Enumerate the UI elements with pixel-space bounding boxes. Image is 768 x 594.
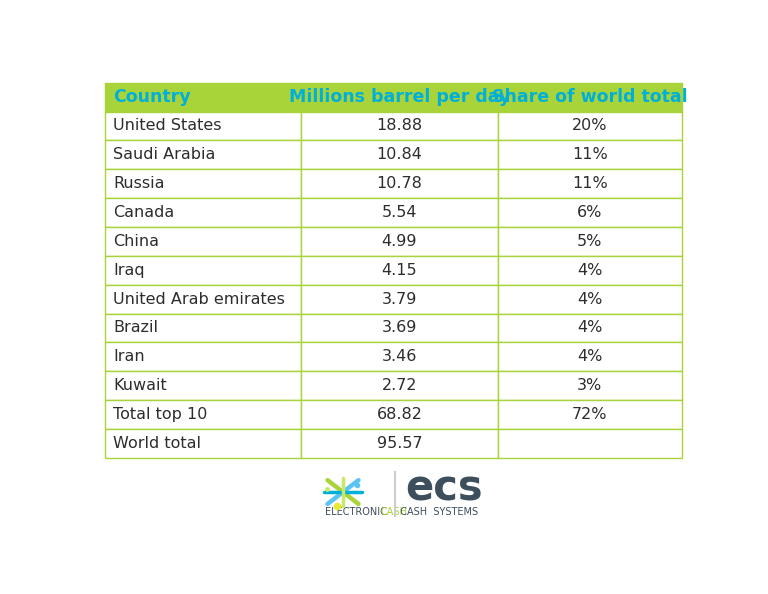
Bar (105, 198, 301, 227)
Bar (498, 314, 682, 342)
Text: 11%: 11% (572, 176, 607, 191)
Bar (498, 112, 682, 140)
Text: United States: United States (113, 118, 222, 134)
Text: 4%: 4% (578, 263, 603, 278)
Text: 3%: 3% (578, 378, 603, 393)
Bar (301, 342, 498, 371)
Text: Iran: Iran (113, 349, 145, 364)
Bar (301, 227, 498, 256)
Bar (301, 169, 498, 198)
Bar (498, 429, 682, 458)
Text: 95.57: 95.57 (376, 436, 422, 451)
Bar (105, 400, 301, 429)
Bar (105, 256, 301, 285)
Bar (105, 285, 301, 314)
Bar (105, 314, 301, 342)
Text: 4.99: 4.99 (382, 234, 417, 249)
Text: Share of world total: Share of world total (492, 88, 687, 106)
Text: Canada: Canada (113, 205, 174, 220)
Text: Brazil: Brazil (113, 320, 158, 336)
Bar (301, 371, 498, 400)
Text: United Arab emirates: United Arab emirates (113, 292, 285, 307)
Bar (498, 140, 682, 169)
Bar (498, 83, 682, 112)
Text: Russia: Russia (113, 176, 165, 191)
Text: 72%: 72% (572, 407, 607, 422)
Bar (498, 169, 682, 198)
Text: CASH: CASH (380, 507, 407, 517)
Bar (498, 400, 682, 429)
Bar (498, 342, 682, 371)
Bar (498, 371, 682, 400)
Text: Iraq: Iraq (113, 263, 145, 278)
Bar (105, 371, 301, 400)
Bar (105, 342, 301, 371)
Text: 3.69: 3.69 (382, 320, 417, 336)
Text: 3.79: 3.79 (382, 292, 417, 307)
Bar (301, 112, 498, 140)
Text: 4%: 4% (578, 292, 603, 307)
Bar (301, 256, 498, 285)
Text: World total: World total (113, 436, 201, 451)
Bar (498, 198, 682, 227)
Bar (498, 285, 682, 314)
Text: ELECTRONIC: ELECTRONIC (326, 507, 393, 517)
Bar (498, 256, 682, 285)
Text: 18.88: 18.88 (376, 118, 422, 134)
Text: Millions barrel per day: Millions barrel per day (289, 88, 510, 106)
Text: Total top 10: Total top 10 (113, 407, 207, 422)
Bar (105, 112, 301, 140)
Text: 4.15: 4.15 (382, 263, 417, 278)
Bar (301, 429, 498, 458)
Bar (498, 227, 682, 256)
Bar (301, 198, 498, 227)
Bar (105, 429, 301, 458)
Bar (301, 400, 498, 429)
Bar (301, 285, 498, 314)
Text: 10.84: 10.84 (376, 147, 422, 162)
Text: 2.72: 2.72 (382, 378, 417, 393)
Text: 5.54: 5.54 (382, 205, 417, 220)
Text: 6%: 6% (578, 205, 603, 220)
Text: 3.46: 3.46 (382, 349, 417, 364)
Bar (105, 83, 301, 112)
Bar (301, 314, 498, 342)
Text: 4%: 4% (578, 320, 603, 336)
Text: 68.82: 68.82 (376, 407, 422, 422)
Text: China: China (113, 234, 159, 249)
Bar (301, 83, 498, 112)
Text: Kuwait: Kuwait (113, 378, 167, 393)
Text: Saudi Arabia: Saudi Arabia (113, 147, 216, 162)
Bar (105, 140, 301, 169)
Bar (105, 227, 301, 256)
Text: 20%: 20% (572, 118, 607, 134)
Text: 5%: 5% (578, 234, 603, 249)
Text: 4%: 4% (578, 349, 603, 364)
Text: CASH  SYSTEMS: CASH SYSTEMS (393, 507, 478, 517)
Bar (105, 169, 301, 198)
Bar (301, 140, 498, 169)
Text: Country: Country (113, 88, 191, 106)
Text: ecs: ecs (406, 468, 483, 510)
Text: 11%: 11% (572, 147, 607, 162)
Text: 10.78: 10.78 (376, 176, 422, 191)
